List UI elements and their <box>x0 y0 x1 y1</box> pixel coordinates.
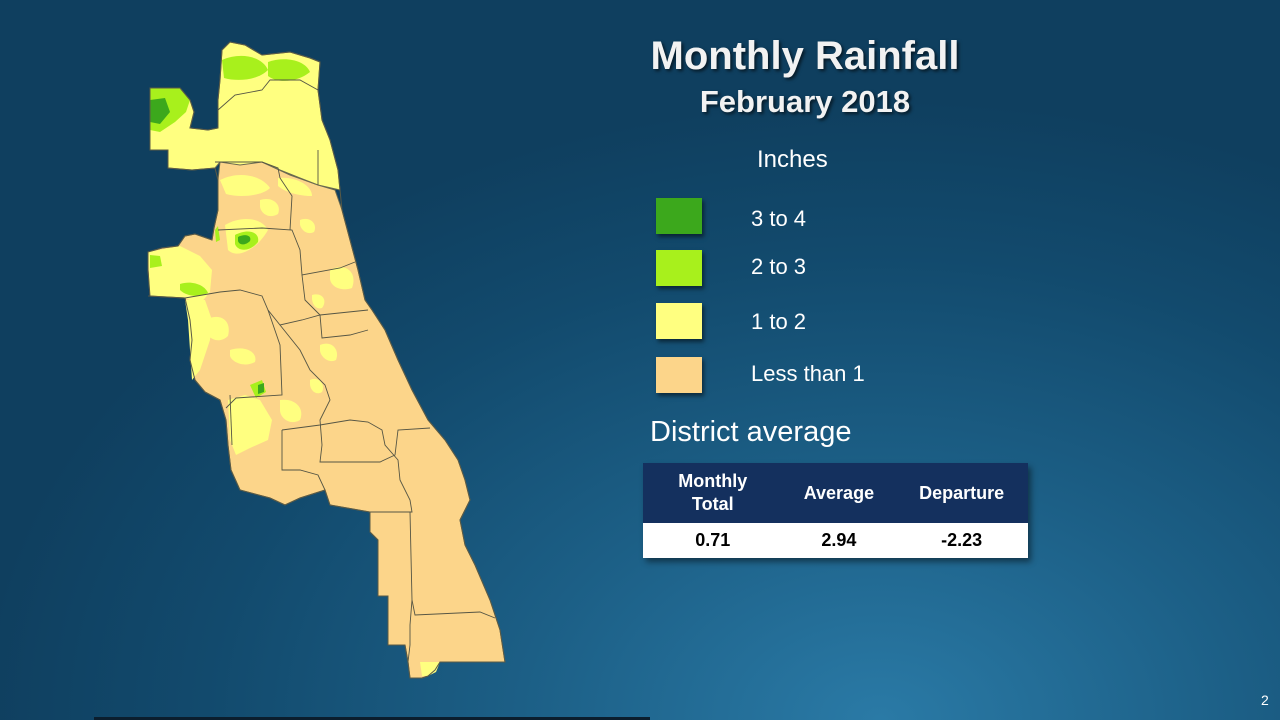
legend-title: Inches <box>757 146 828 173</box>
district-average-heading: District average <box>650 416 852 448</box>
legend-label-3-to-4: 3 to 4 <box>751 206 807 231</box>
legend-label-less-than-1: Less than 1 <box>751 361 865 386</box>
legend-swatch-2-to-3 <box>656 250 702 286</box>
table-header-row: Monthly Total Average Departure <box>643 463 1028 523</box>
legend-label-1-to-2: 1 to 2 <box>751 309 807 334</box>
page-title: Monthly Rainfall <box>650 34 960 78</box>
page-subtitle: February 2018 <box>699 84 911 119</box>
column-monthly-total: Monthly Total <box>643 463 783 523</box>
column-average: Average <box>782 463 896 523</box>
legend-swatch-less-than-1 <box>656 357 702 393</box>
legend-label-2-to-3: 2 to 3 <box>751 254 807 279</box>
value-average: 2.94 <box>782 523 896 558</box>
column-departure: Departure <box>895 463 1028 523</box>
legend-swatch-3-to-4 <box>656 198 702 234</box>
map-region-3-to-4 <box>150 98 264 394</box>
value-departure: -2.23 <box>895 523 1028 558</box>
footer-divider <box>94 717 650 720</box>
column-monthly-total-label: Monthly Total <box>678 471 748 514</box>
legend-swatch-1-to-2 <box>656 303 702 339</box>
page-number: 2 <box>1261 692 1269 708</box>
map-region-less-than-1 <box>147 161 506 679</box>
value-monthly-total: 0.71 <box>643 523 783 558</box>
table-row: 0.71 2.94 -2.23 <box>643 523 1028 558</box>
district-average-table: Monthly Total Average Departure 0.71 2.9… <box>643 463 1028 558</box>
